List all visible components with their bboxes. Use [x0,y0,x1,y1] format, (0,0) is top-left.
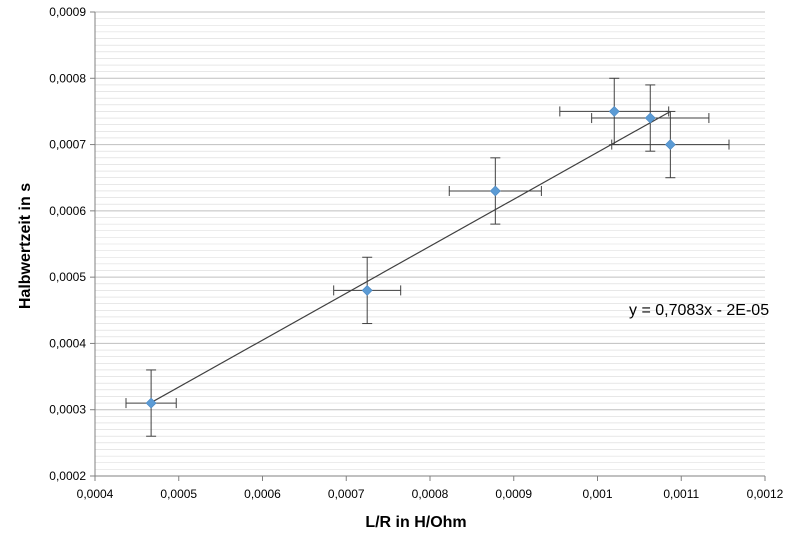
y-tick-label: 0,0008 [49,71,86,85]
linear-trendline [150,110,671,404]
x-tick-label: 0,0004 [77,487,114,501]
trendline-layer [150,110,671,404]
y-axis-title: Halbwertzeit in s [17,183,34,309]
x-axis-title: L/R in H/Ohm [365,514,466,531]
x-tick-label: 0,0009 [495,487,532,501]
y-tick-label: 0,0007 [49,138,86,152]
y-tick-label: 0,0004 [49,336,86,350]
x-tick-label: 0,0005 [160,487,197,501]
data-point [145,397,157,409]
y-tick-label: 0,0002 [49,469,86,483]
x-tick-label: 0,0007 [328,487,365,501]
data-point [644,112,656,124]
gridlines [95,11,765,470]
y-tick-label: 0,0009 [49,5,86,19]
x-tick-label: 0,0012 [747,487,784,501]
x-tick-label: 0,001 [582,487,612,501]
data-point [608,106,620,117]
y-tick-label: 0,0003 [49,403,86,417]
data-point [664,139,676,150]
data-point [361,284,373,296]
y-tick-label: 0,0006 [49,204,86,218]
x-tick-label: 0,0008 [412,487,449,501]
data-points [145,106,676,409]
axes [90,11,766,481]
x-tick-label: 0,0011 [663,487,699,501]
trendline-equation: y = 0,7083x - 2E-05 [629,302,769,319]
y-tick-label: 0,0005 [49,270,86,284]
tick-labels: 0,0004 0,0005 0,0006 0,0007 0,0008 0,0009 0,00… [49,5,783,501]
data-point [489,185,501,197]
x-tick-label: 0,0006 [244,487,281,501]
